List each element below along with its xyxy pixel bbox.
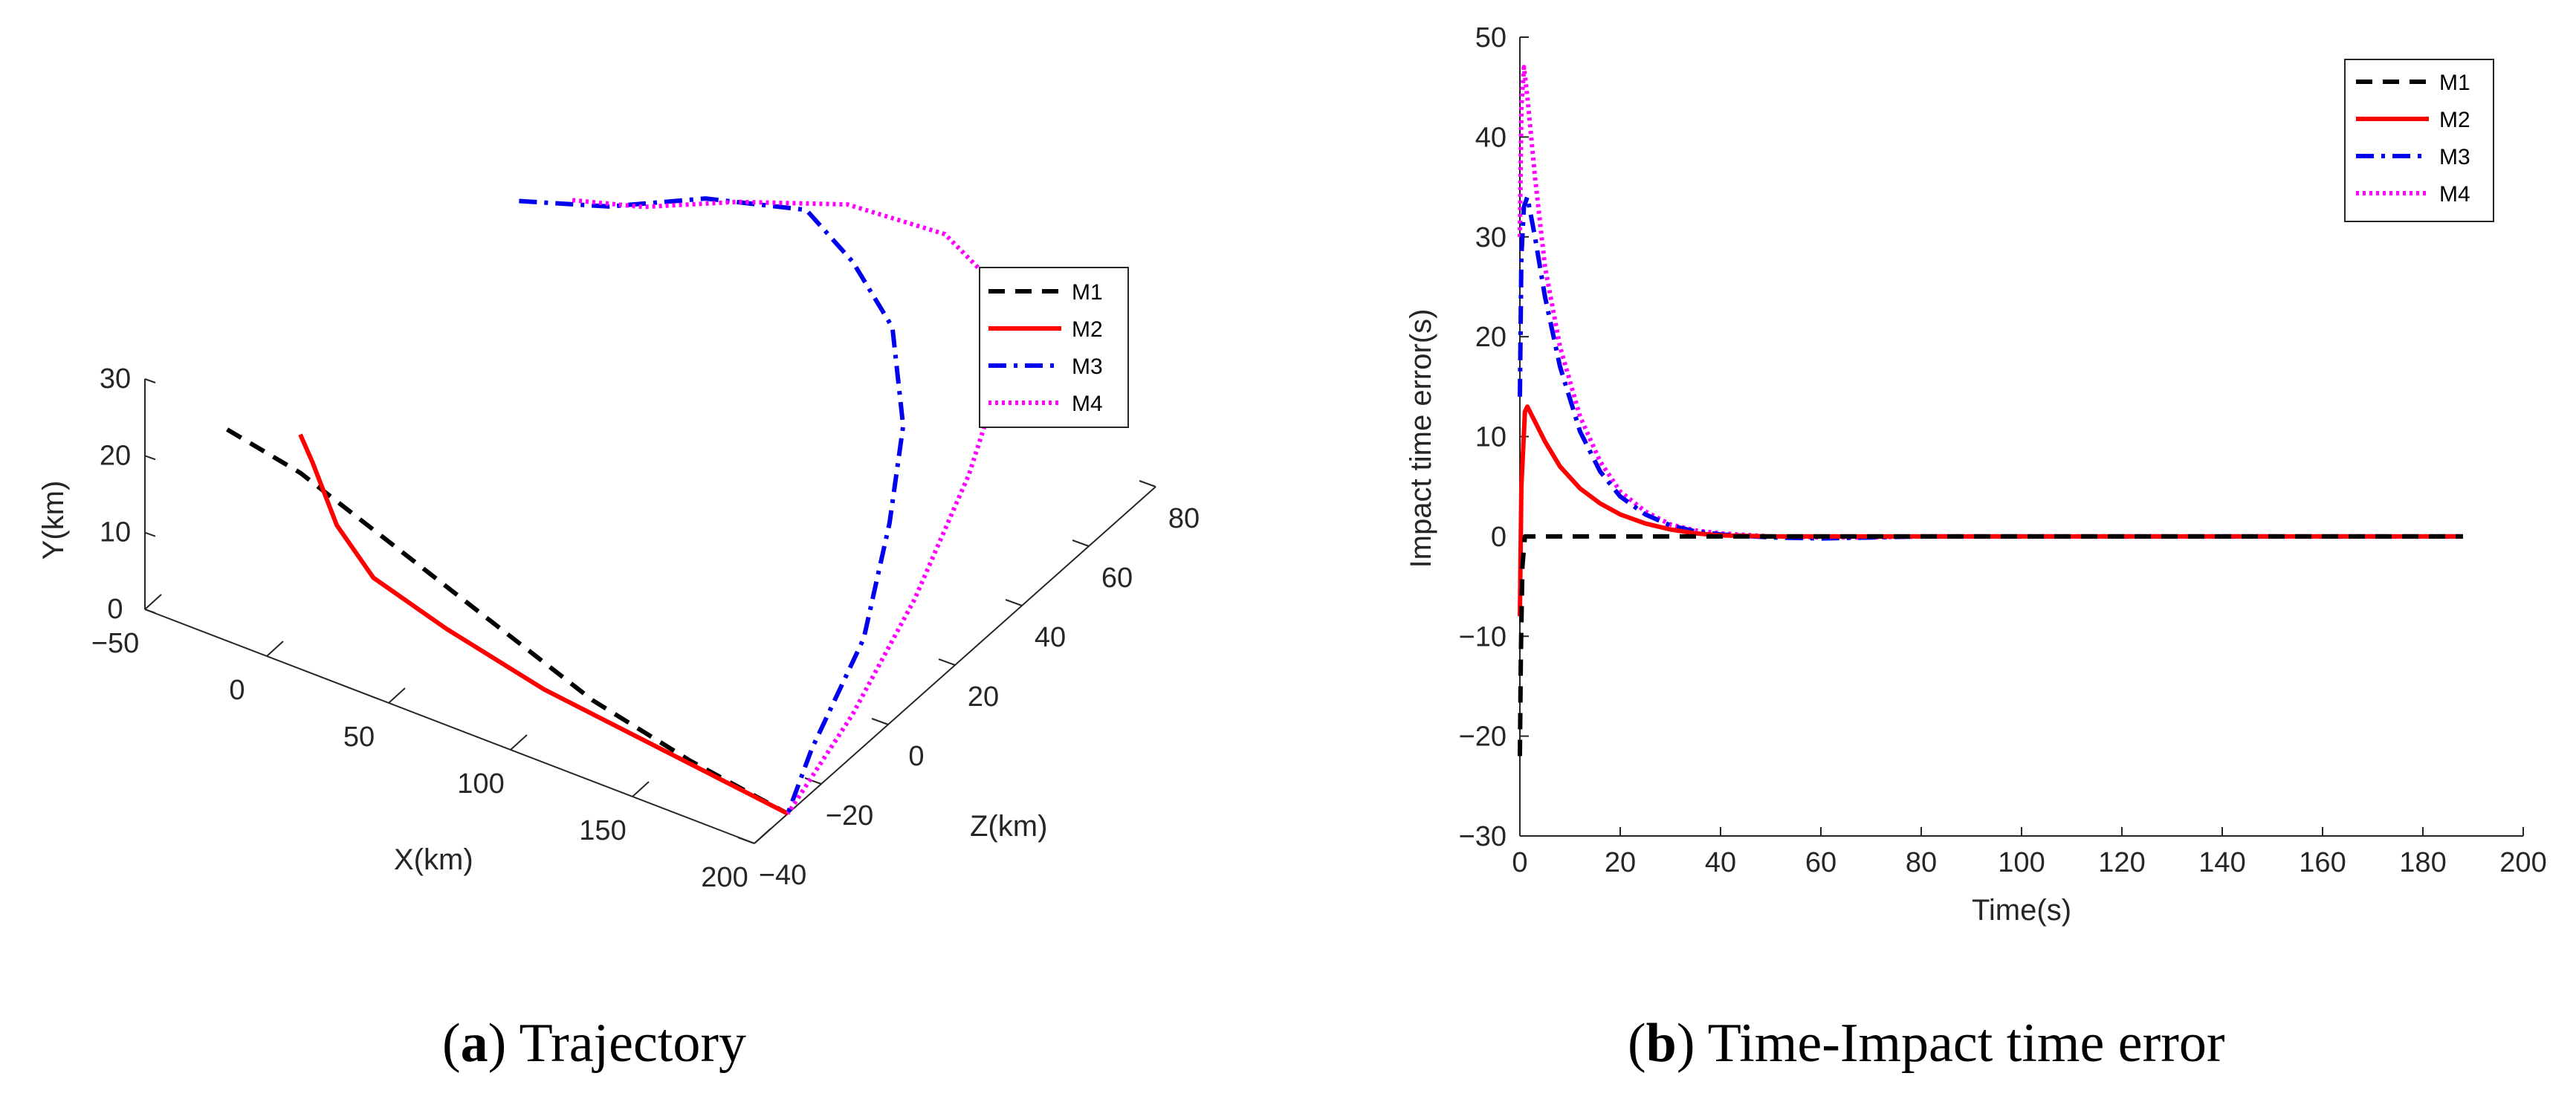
b-x-tick-label: 120 bbox=[2098, 847, 2145, 878]
a-z-tick-label: 60 bbox=[1101, 563, 1133, 594]
a-x-tick-label: 0 bbox=[229, 675, 245, 706]
b-x-tick-label: 60 bbox=[1805, 847, 1836, 878]
b-legend-label-m1: M1 bbox=[2439, 71, 2470, 95]
b-x-tick-label: 40 bbox=[1705, 847, 1736, 878]
a-z-tick-mark bbox=[1072, 539, 1090, 547]
a-axis-x bbox=[144, 609, 755, 844]
a-x-tick-label: 150 bbox=[579, 815, 626, 846]
b-y-tick-label: −20 bbox=[1459, 722, 1507, 753]
a-z-tick-mark bbox=[871, 718, 889, 725]
a-z-tick-mark bbox=[1005, 599, 1023, 606]
a-legend-label-m1: M1 bbox=[1072, 280, 1103, 305]
a-x-tick-label: 200 bbox=[701, 862, 748, 893]
a-z-tick-label: 80 bbox=[1168, 503, 1200, 534]
b-y-tick-label: 30 bbox=[1475, 222, 1507, 253]
a-legend-box bbox=[979, 267, 1129, 428]
a-z-tick-label: −20 bbox=[826, 800, 873, 832]
a-z-tick-mark bbox=[938, 658, 956, 666]
b-y-tick-label: −10 bbox=[1459, 621, 1507, 652]
b-legend: M1 M2 M3 M4 bbox=[2344, 59, 2494, 222]
caption-b: (b) Time-Impact time error bbox=[1628, 1013, 2225, 1074]
caption-b-letter: b bbox=[1646, 1013, 1677, 1074]
a-y-tick-label: 20 bbox=[100, 440, 131, 471]
a-legend-label-m2: M2 bbox=[1072, 317, 1103, 342]
b-y-tick-label: 10 bbox=[1475, 422, 1507, 453]
a-ylabel: Y(km) bbox=[37, 481, 70, 560]
b-x-tick-label: 100 bbox=[1998, 847, 2045, 878]
b-legend-label-m2: M2 bbox=[2439, 108, 2470, 132]
a-y-tick-mark bbox=[144, 378, 156, 383]
b-legend-label-m3: M3 bbox=[2439, 145, 2470, 169]
a-z-tick-label: 20 bbox=[968, 681, 999, 713]
b-x-tick-label: 140 bbox=[2198, 847, 2245, 878]
a-z-tick-mark bbox=[804, 777, 822, 785]
b-x-tick-label: 0 bbox=[1512, 847, 1527, 878]
b-x-tick-label: 160 bbox=[2299, 847, 2346, 878]
caption-a: (a) Trajectory bbox=[442, 1013, 746, 1074]
b-legend-label-m4: M4 bbox=[2439, 182, 2470, 207]
impact-error-panel: 0 20 40 60 80 100 120 140 160 180 200 −30 −20 −10 0 10 2… bbox=[1405, 22, 2547, 1074]
a-legend-label-m4: M4 bbox=[1072, 392, 1103, 416]
b-y-tick-label: 20 bbox=[1475, 322, 1507, 353]
b-series-m1 bbox=[1518, 534, 2463, 756]
b-y-tick-label: 0 bbox=[1491, 522, 1507, 553]
a-z-tick-label: 0 bbox=[908, 741, 924, 772]
b-xlabel: Time(s) bbox=[1972, 894, 2071, 927]
a-y-tick-label: 30 bbox=[100, 363, 131, 395]
a-series-m1 bbox=[226, 427, 789, 816]
b-x-tick-label: 200 bbox=[2499, 847, 2546, 878]
a-x-tick-mark bbox=[144, 594, 162, 610]
a-legend: M1 M2 M3 M4 bbox=[979, 267, 1129, 428]
b-x-tick-label: 20 bbox=[1605, 847, 1636, 878]
a-series-m3 bbox=[519, 196, 906, 815]
a-series-m2 bbox=[298, 433, 789, 816]
a-x-tick-mark bbox=[388, 687, 406, 704]
a-x-tick-mark bbox=[510, 734, 528, 751]
b-x-tick-label: 180 bbox=[2399, 847, 2446, 878]
a-y-tick-mark bbox=[144, 455, 156, 461]
a-y-tick-mark bbox=[144, 531, 156, 537]
b-x-tick-label: 80 bbox=[1906, 847, 1937, 878]
a-x-tick-label: 100 bbox=[457, 768, 504, 800]
a-x-tick-mark bbox=[754, 828, 771, 844]
a-z-tick-mark bbox=[737, 837, 755, 844]
a-xlabel: X(km) bbox=[394, 843, 473, 876]
a-x-tick-label: −50 bbox=[91, 628, 139, 659]
a-z-tick-mark bbox=[1139, 480, 1156, 487]
caption-a-text: Trajectory bbox=[519, 1013, 746, 1074]
a-x-tick-mark bbox=[266, 641, 284, 657]
caption-b-text: Time-Impact time error bbox=[1708, 1013, 2225, 1074]
b-y-tick-label: 50 bbox=[1475, 22, 1507, 54]
a-x-tick-mark bbox=[632, 781, 650, 797]
a-z-tick-label: −40 bbox=[759, 860, 806, 891]
a-series-m4 bbox=[572, 198, 1009, 815]
a-z-tick-label: 40 bbox=[1035, 622, 1066, 653]
b-ylabel: Impact time error(s) bbox=[1405, 309, 1437, 568]
a-y-tick-label: 0 bbox=[107, 594, 123, 625]
b-y-tick-label: 40 bbox=[1475, 122, 1507, 153]
a-y-tick-mark bbox=[144, 609, 156, 614]
caption-a-letter: a bbox=[461, 1013, 488, 1074]
a-zlabel: Z(km) bbox=[970, 810, 1047, 843]
a-legend-label-m3: M3 bbox=[1072, 354, 1103, 379]
a-x-tick-label: 50 bbox=[343, 722, 375, 753]
a-y-tick-label: 10 bbox=[100, 517, 131, 548]
b-y-tick-label: −30 bbox=[1459, 821, 1507, 852]
